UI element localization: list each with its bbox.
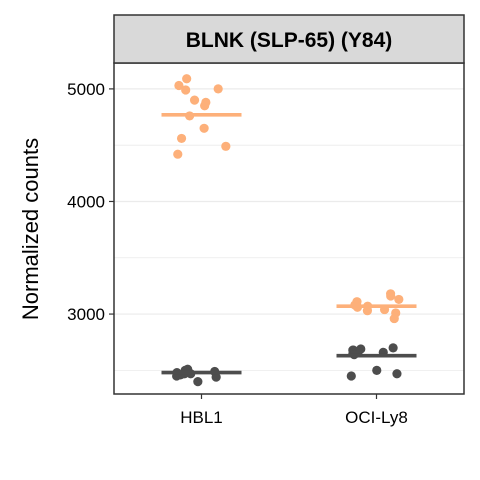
facet-title: BLNK (SLP-65) (Y84) (186, 29, 393, 52)
data-point (193, 377, 203, 387)
data-point (174, 80, 184, 91)
facet-strip (113, 14, 465, 64)
y-tick-label: 3000 (67, 305, 105, 324)
data-point (213, 84, 223, 94)
y-tick-label: 4000 (67, 192, 105, 211)
data-point (221, 141, 231, 151)
data-point (211, 372, 221, 382)
data-point (181, 85, 191, 95)
y-axis: 3000 4000 5000 (67, 80, 114, 324)
data-point (182, 74, 192, 84)
mean-lines (161, 112, 417, 375)
data-point (388, 343, 398, 353)
x-tick-label: HBL1 (180, 408, 223, 427)
data-point (189, 95, 200, 105)
x-tick-label: OCI-Ly8 (345, 408, 408, 427)
x-axis: HBL1 OCI-Ly8 (180, 394, 408, 427)
data-point (173, 149, 183, 159)
data-point (389, 313, 399, 324)
data-point (386, 291, 396, 301)
data-point (394, 294, 404, 305)
gridlines (114, 88, 464, 371)
data-point (200, 101, 210, 111)
data-point (199, 123, 209, 133)
data-point (362, 306, 373, 316)
y-axis-title: Normalized counts (18, 138, 43, 320)
y-tick-label: 5000 (67, 80, 105, 99)
data-point (392, 369, 402, 379)
data-point (372, 365, 382, 375)
data-point (176, 133, 187, 144)
panel-background (114, 63, 464, 394)
data-point (346, 371, 356, 381)
